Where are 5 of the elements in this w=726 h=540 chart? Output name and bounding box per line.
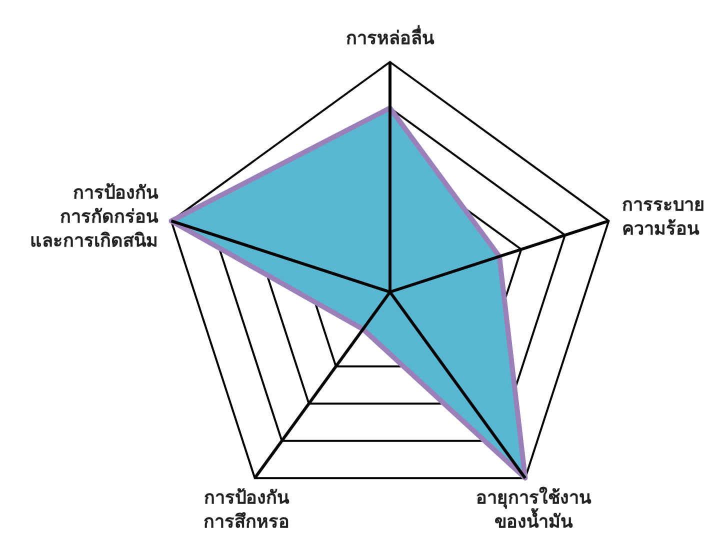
spoke-label: การป้องกัน การกัดกร่อน และการเกิดสนิม (30, 182, 159, 252)
spoke-label: การหล่อลื่น (346, 25, 435, 49)
spoke-label: อายุการใช้งาน ของน้ำมัน (476, 486, 592, 532)
spoke-label: การระบาย ความร้อน (622, 194, 706, 240)
spoke-label: การป้องกัน การสึกหรอ (204, 487, 290, 532)
